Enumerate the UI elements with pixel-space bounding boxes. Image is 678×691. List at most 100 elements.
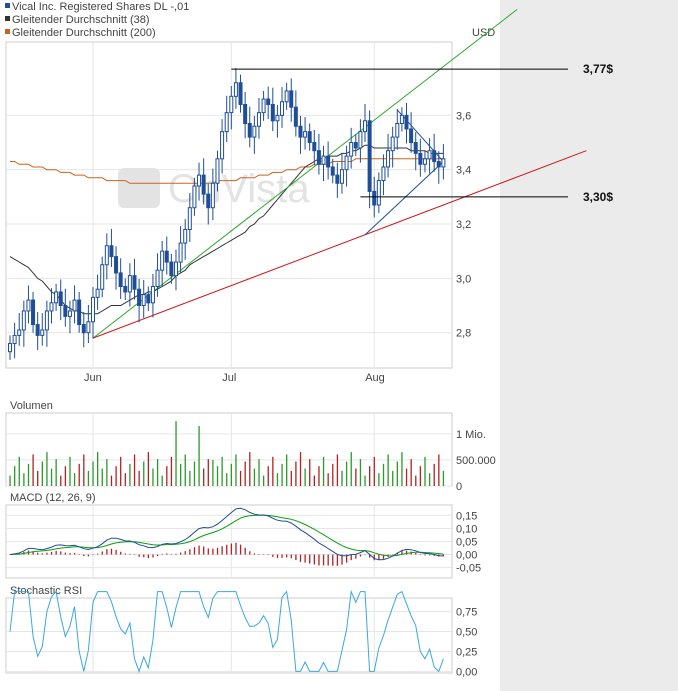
macd-histogram [9, 542, 445, 566]
candle-body [256, 112, 261, 127]
stoch-rsi-line [9, 589, 444, 673]
macd-histogram-bar [69, 553, 71, 555]
macd-histogram-bar [46, 552, 48, 555]
volume-bar [299, 452, 302, 486]
price-x-axis: Jun Jul Aug [84, 372, 385, 384]
macd-histogram-bar [101, 551, 103, 555]
candle-body [409, 128, 414, 144]
candle-body [224, 112, 229, 133]
volume-bar [387, 454, 389, 486]
candle-body [67, 310, 72, 317]
macd-histogram-bar [313, 554, 315, 565]
level-label-low: 3,30$ [583, 190, 613, 204]
volume-bar [428, 473, 431, 486]
macd-histogram-bar [249, 551, 251, 555]
candle-body [118, 272, 123, 287]
volume-bar [253, 468, 256, 486]
volume-bar [170, 456, 173, 486]
stoch-y-tick-label: 0,75 [456, 607, 477, 619]
candle-body [81, 324, 86, 334]
candle-body [141, 294, 146, 307]
macd-histogram-bar [286, 554, 288, 558]
volume-bar [295, 461, 297, 486]
volume-bar [198, 426, 200, 486]
macd-histogram-bar [424, 554, 426, 556]
candle-body [58, 291, 63, 307]
price-candles [8, 68, 446, 360]
volume-bar [276, 473, 279, 486]
candle-body [132, 275, 137, 290]
volume-bar [262, 475, 265, 486]
volume-bar [78, 463, 80, 486]
price-y-tick-label: 3,2 [456, 219, 471, 231]
macd-histogram-bar [401, 550, 403, 555]
macd-panel-title: MACD (12, 26, 9) [10, 492, 96, 504]
macd-line [9, 507, 444, 561]
macd-histogram-bar [419, 554, 422, 556]
candle-body [12, 334, 17, 345]
volume-bar [120, 456, 122, 486]
macd-histogram-bar [207, 548, 209, 555]
trendline-support [92, 150, 587, 339]
volume-y-tick-label: 1 Mio. [456, 429, 486, 441]
macd-histogram-bar [336, 554, 339, 566]
macd-histogram-bar [166, 553, 168, 555]
volume-bar [350, 452, 352, 486]
macd-histogram-bar [110, 548, 113, 555]
volume-bar [37, 470, 39, 486]
volume-bar [9, 475, 11, 486]
macd-histogram-bar [322, 554, 325, 566]
candle-body [358, 131, 363, 149]
volume-bar [212, 459, 214, 486]
macd-lines [9, 507, 444, 561]
candle-body [220, 131, 225, 160]
watermark-logo-icon [118, 168, 160, 208]
candle-body [349, 142, 354, 157]
candle-body [90, 296, 95, 323]
legend-label-sma38: Gleitender Durchschnitt (38) [12, 14, 150, 26]
price-y-tick-label: 3,4 [456, 165, 471, 177]
volume-bar [433, 463, 435, 486]
volume-bar [304, 468, 306, 486]
candle-body [210, 182, 215, 209]
candle-body [243, 103, 248, 124]
volume-bar [226, 473, 228, 486]
candle-body [303, 131, 308, 138]
macd-histogram-bar [442, 554, 445, 557]
candle-body [261, 98, 266, 114]
volume-bar [392, 470, 394, 486]
candle-body [321, 155, 326, 165]
macd-histogram-bar [83, 554, 85, 557]
macd-histogram-bar [281, 554, 283, 558]
candle-body [72, 299, 77, 312]
candle-body [247, 123, 252, 138]
macd-histogram-bar [175, 553, 177, 555]
volume-bar [189, 470, 191, 486]
macd-histogram-bar [124, 553, 126, 555]
volume-bar [258, 459, 260, 486]
macd-histogram-bar [262, 554, 265, 555]
macd-y-tick-label: 0,15 [456, 510, 477, 522]
candle-body [339, 169, 344, 184]
volume-bar [378, 473, 380, 486]
macd-histogram-bar [198, 545, 200, 555]
macd-y-tick-label: 0,00 [456, 550, 477, 562]
candle-body [86, 321, 91, 334]
candle-body [95, 288, 100, 298]
macd-histogram-bar [87, 554, 90, 557]
macd-histogram-bar [428, 554, 431, 556]
macd-histogram-bar [433, 554, 435, 556]
volume-bar [373, 456, 375, 486]
price-x-tick-label: Aug [365, 372, 385, 384]
volume-bar [152, 468, 154, 486]
candle-body [109, 245, 114, 258]
volume-bar [14, 466, 16, 486]
volume-bar [50, 468, 53, 486]
volume-bar [249, 452, 251, 486]
candle-body [100, 264, 105, 290]
candle-body [418, 152, 423, 165]
macd-histogram-bar [355, 554, 357, 559]
macd-histogram-bar [350, 554, 352, 561]
macd-histogram-bar [253, 553, 256, 555]
candle-body [187, 207, 192, 230]
